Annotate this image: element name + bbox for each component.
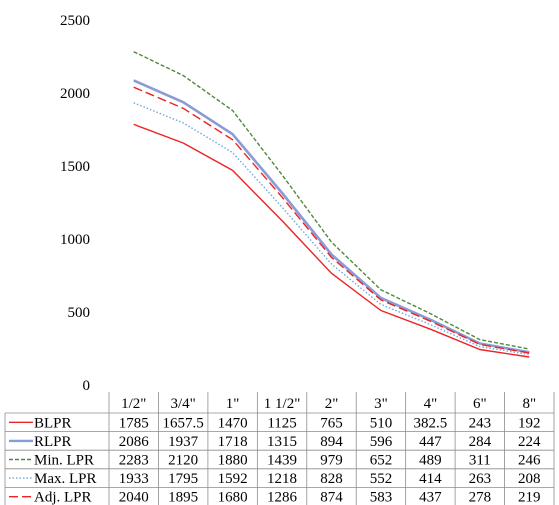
x-tick-label: 3" bbox=[374, 396, 388, 412]
data-label: 219 bbox=[518, 490, 541, 505]
y-tick-label: 1000 bbox=[60, 232, 90, 248]
series-line-adj-lpr bbox=[133, 86, 530, 354]
series-line-min-lpr bbox=[133, 51, 530, 350]
plot-area bbox=[133, 51, 530, 358]
data-label: 311 bbox=[469, 453, 491, 469]
x-tick-label: 4" bbox=[424, 396, 438, 412]
legend-label: Adj. LPR bbox=[34, 490, 92, 505]
data-label: 192 bbox=[518, 415, 541, 431]
y-tick-label: 2500 bbox=[60, 13, 90, 29]
y-tick-label: 2000 bbox=[60, 86, 90, 102]
x-tick-label: 6" bbox=[473, 396, 487, 412]
data-label: 2086 bbox=[119, 434, 150, 450]
data-label: 1286 bbox=[267, 490, 298, 505]
data-label: 263 bbox=[469, 471, 492, 487]
y-tick-label: 1500 bbox=[60, 159, 90, 175]
data-label: 489 bbox=[419, 453, 442, 469]
data-label: 437 bbox=[419, 490, 442, 505]
data-label: 583 bbox=[370, 490, 393, 505]
y-axis: 0 500 1000 1500 2000 2500 bbox=[60, 13, 90, 394]
data-label: 414 bbox=[419, 471, 442, 487]
data-label: 1795 bbox=[168, 471, 198, 487]
data-label: 874 bbox=[320, 490, 343, 505]
data-label: 2120 bbox=[168, 453, 198, 469]
data-label: 2040 bbox=[119, 490, 149, 505]
data-label: 1785 bbox=[119, 415, 149, 431]
data-label: 1125 bbox=[267, 415, 296, 431]
data-label: 1895 bbox=[168, 490, 198, 505]
data-label: 1680 bbox=[218, 490, 248, 505]
x-tick-label: 1" bbox=[226, 396, 240, 412]
y-tick-label: 500 bbox=[68, 305, 91, 321]
data-label: 510 bbox=[370, 415, 393, 431]
data-label: 243 bbox=[469, 415, 492, 431]
data-label: 1218 bbox=[267, 471, 297, 487]
data-label: 1592 bbox=[218, 471, 248, 487]
data-label: 1718 bbox=[218, 434, 248, 450]
x-tick-label: 1 1/2" bbox=[264, 396, 301, 412]
data-label: 1470 bbox=[218, 415, 248, 431]
data-label: 765 bbox=[320, 415, 343, 431]
data-label: 1439 bbox=[267, 453, 297, 469]
legend-label: BLPR bbox=[34, 415, 72, 431]
data-label: 979 bbox=[320, 453, 343, 469]
series-line-max-lpr bbox=[133, 102, 530, 356]
data-label: 382.5 bbox=[414, 415, 448, 431]
data-label: 828 bbox=[320, 471, 343, 487]
data-label: 596 bbox=[370, 434, 393, 450]
x-tick-label: 3/4" bbox=[171, 396, 196, 412]
data-label: 447 bbox=[419, 434, 442, 450]
data-label: 894 bbox=[320, 434, 343, 450]
data-label: 224 bbox=[518, 434, 541, 450]
series-line-blpr bbox=[133, 123, 530, 358]
x-tick-label: 1/2" bbox=[121, 396, 146, 412]
data-label: 1315 bbox=[267, 434, 297, 450]
data-label: 284 bbox=[469, 434, 492, 450]
data-label: 1657.5 bbox=[163, 415, 204, 431]
data-label: 1933 bbox=[119, 471, 149, 487]
data-label: 552 bbox=[370, 471, 393, 487]
data-label: 208 bbox=[518, 471, 541, 487]
data-label: 2283 bbox=[119, 453, 149, 469]
legend-label: Min. LPR bbox=[34, 453, 94, 469]
legend-label: RLPR bbox=[34, 434, 72, 450]
data-label: 1937 bbox=[168, 434, 199, 450]
data-label: 246 bbox=[518, 453, 541, 469]
y-tick-label: 0 bbox=[83, 378, 91, 394]
series-line-rlpr bbox=[133, 79, 530, 354]
data-label: 1880 bbox=[218, 453, 248, 469]
x-tick-label: 8" bbox=[522, 396, 536, 412]
x-tick-label: 2" bbox=[325, 396, 339, 412]
data-label: 278 bbox=[469, 490, 492, 505]
data-label: 652 bbox=[370, 453, 393, 469]
legend-label: Max. LPR bbox=[34, 471, 97, 487]
data-table: 1/2" 3/4" 1" 1 1/2" 2" 3" 4" 6" 8" BLPR 1785 1657.5… bbox=[4, 392, 555, 505]
